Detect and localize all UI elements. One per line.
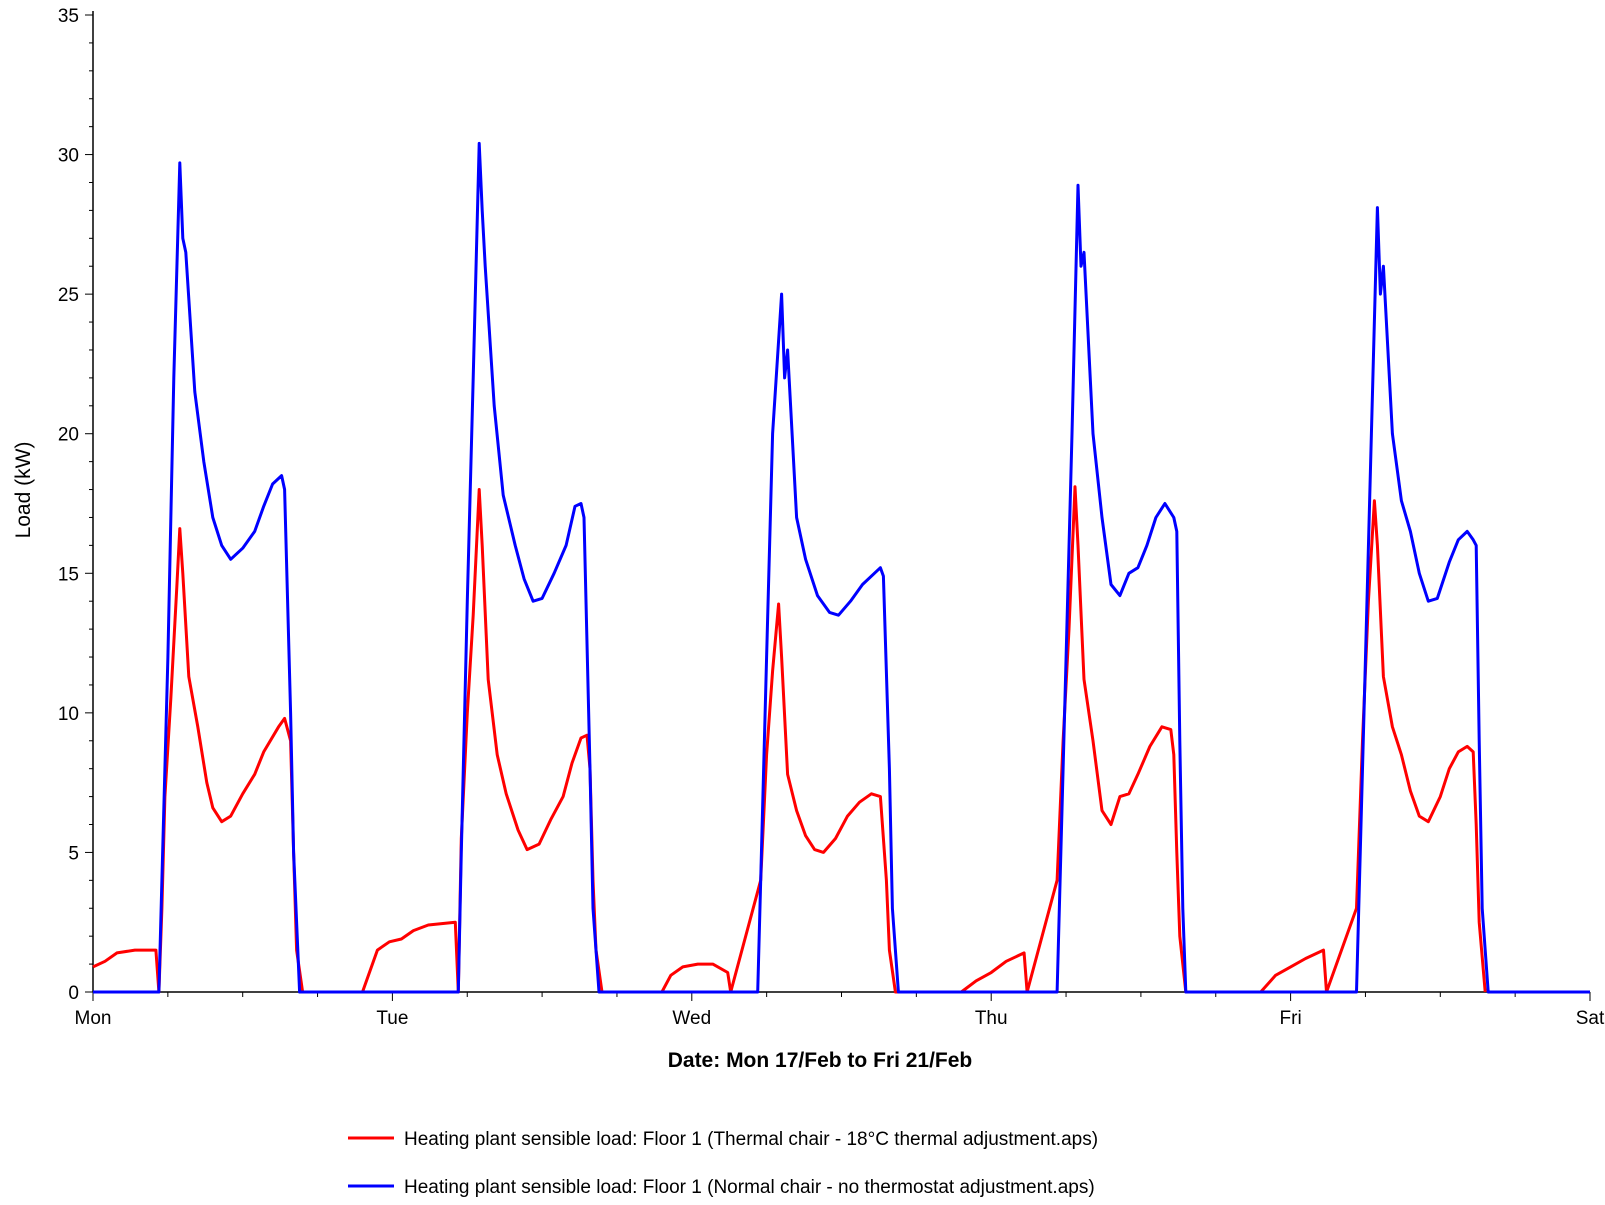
x-tick-label: Fri [1280,1008,1302,1029]
legend-item-blue: Heating plant sensible load: Floor 1 (No… [348,1177,1095,1198]
series-line-blue [93,141,1590,994]
series-layer [92,141,1590,994]
x-tick-label: Thu [975,1008,1008,1029]
legend-item-red: Heating plant sensible load: Floor 1 (Th… [348,1129,1098,1150]
x-tick-label: Wed [672,1008,711,1029]
y-tick-label: 10 [58,704,79,725]
y-tick-label: 25 [58,285,79,306]
x-axis: Mon Tue Wed Thu Fri Sat [75,991,1605,1029]
x-tick-label: Mon [75,1008,112,1029]
legend-label: Heating plant sensible load: Floor 1 (No… [404,1177,1095,1198]
y-tick-label: 20 [58,425,79,446]
x-axis-label: Date: Mon 17/Feb to Fri 21/Feb [668,1049,973,1072]
legend: Heating plant sensible load: Floor 1 (Th… [348,1129,1098,1198]
series-line-red [92,485,1487,994]
y-axis: 0 5 10 15 20 25 30 35 [58,6,94,1004]
y-tick-label: 0 [68,983,79,1004]
y-tick-label: 35 [58,6,79,27]
y-tick-label: 15 [58,564,79,585]
x-tick-label: Tue [376,1008,408,1029]
x-tick-label: Sat [1576,1008,1605,1029]
y-tick-label: 30 [58,146,79,167]
y-axis-label: Load (kW) [12,442,35,539]
y-tick-label: 5 [68,843,79,864]
legend-label: Heating plant sensible load: Floor 1 (Th… [404,1129,1098,1150]
